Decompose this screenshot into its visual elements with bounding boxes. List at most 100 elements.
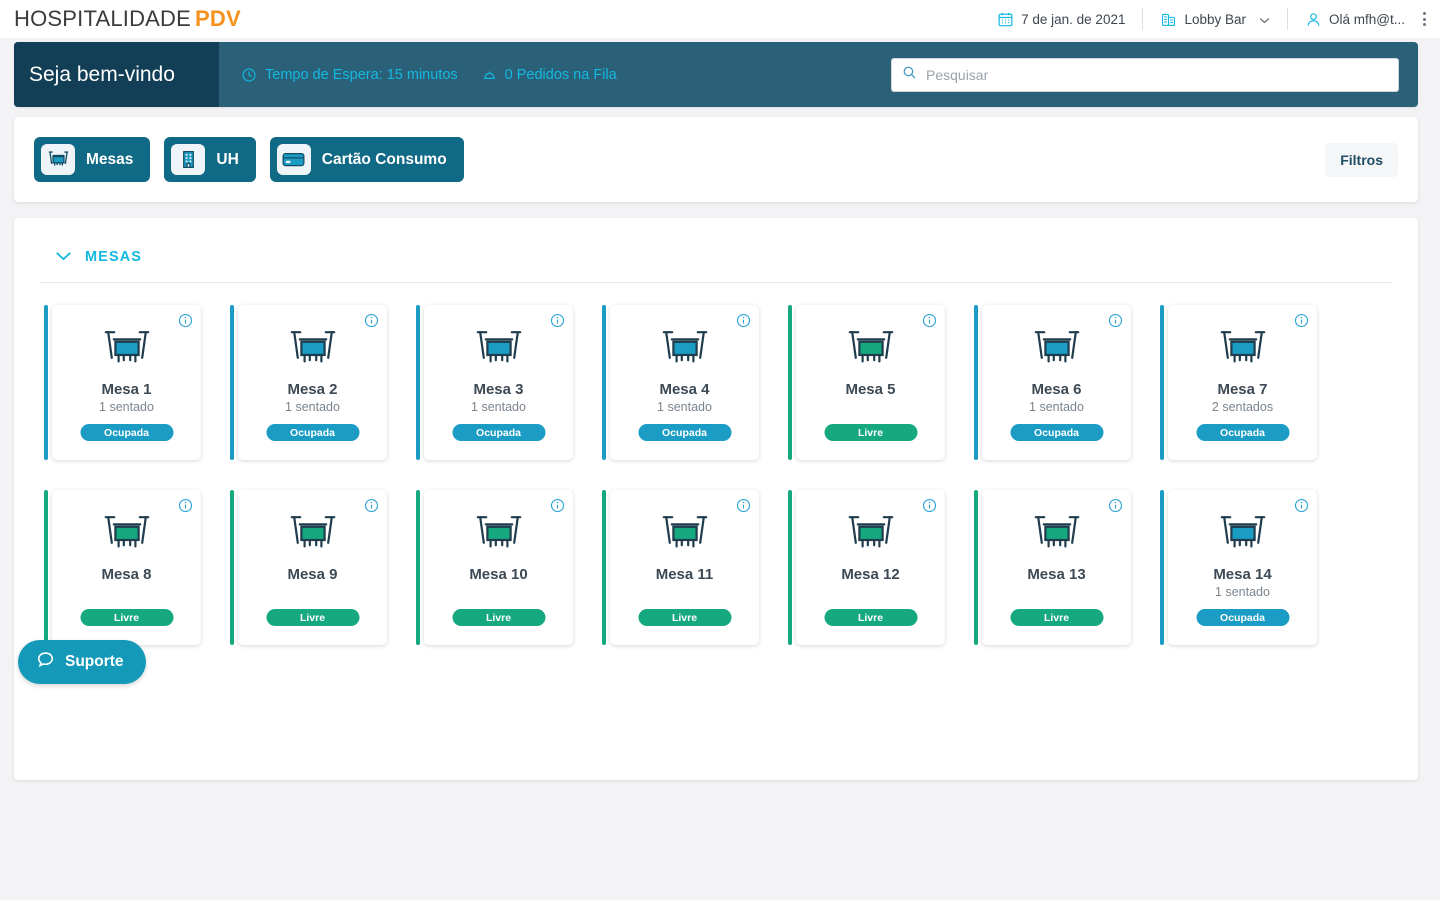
- table-card-body[interactable]: Mesa 6 1 sentado Ocupada: [982, 305, 1131, 460]
- info-icon[interactable]: [178, 498, 193, 513]
- search-box[interactable]: [891, 57, 1399, 92]
- status-badge: Ocupada: [1196, 424, 1289, 441]
- table-card-accent-bar: [974, 490, 978, 645]
- table-card[interactable]: Mesa 11 Livre: [602, 490, 759, 645]
- user-menu[interactable]: Olá mfh@t...: [1305, 11, 1405, 28]
- info-icon[interactable]: [550, 498, 565, 513]
- table-name: Mesa 1: [101, 381, 152, 398]
- status-badge: Livre: [638, 609, 731, 626]
- table-seated-count: 1 sentado: [1029, 400, 1084, 414]
- status-badge: Ocupada: [638, 424, 731, 441]
- table-icon: [1215, 512, 1271, 554]
- status-badge: Ocupada: [452, 424, 545, 441]
- table-card-body[interactable]: Mesa 1 1 sentado Ocupada: [52, 305, 201, 460]
- table-card-body[interactable]: Mesa 4 1 sentado Ocupada: [610, 305, 759, 460]
- table-card-text: Mesa 8: [101, 566, 151, 583]
- table-icon: [285, 512, 341, 554]
- tab-uh[interactable]: UH: [164, 137, 256, 182]
- table-icon: [285, 327, 341, 369]
- table-card[interactable]: Mesa 2 1 sentado Ocupada: [230, 305, 387, 460]
- table-card-body[interactable]: Mesa 7 2 sentados Ocupada: [1168, 305, 1317, 460]
- table-card[interactable]: Mesa 9 Livre: [230, 490, 387, 645]
- table-card-text: Mesa 5: [845, 381, 895, 398]
- tab-cartao-consumo[interactable]: Cartão Consumo: [269, 137, 464, 182]
- table-card-body[interactable]: Mesa 12 Livre: [796, 490, 945, 645]
- table-card[interactable]: Mesa 12 Livre: [788, 490, 945, 645]
- status-badge: Ocupada: [266, 424, 359, 441]
- section-header-mesas[interactable]: MESAS: [40, 240, 1392, 282]
- status-badge: Livre: [1010, 609, 1103, 626]
- table-card-text: Mesa 14 1 sentado: [1213, 566, 1271, 599]
- support-button[interactable]: Suporte: [18, 640, 146, 684]
- table-name: Mesa 5: [845, 381, 896, 398]
- table-card[interactable]: Mesa 10 Livre: [416, 490, 573, 645]
- info-icon[interactable]: [1108, 313, 1123, 328]
- table-name: Mesa 4: [659, 381, 710, 398]
- table-card-text: Mesa 13: [1027, 566, 1085, 583]
- table-card-body[interactable]: Mesa 11 Livre: [610, 490, 759, 645]
- table-card-body[interactable]: Mesa 3 1 sentado Ocupada: [424, 305, 573, 460]
- info-icon[interactable]: [922, 313, 937, 328]
- banner-stats: Tempo de Espera: 15 minutos 0 Pedidos na…: [219, 67, 617, 83]
- search-input[interactable]: [926, 66, 1388, 83]
- tab-mesas-label: Mesas: [86, 150, 134, 168]
- table-card-body[interactable]: Mesa 10 Livre: [424, 490, 573, 645]
- info-icon[interactable]: [736, 313, 751, 328]
- filters-button[interactable]: Filtros: [1325, 142, 1398, 177]
- table-seated-count: 1 sentado: [1215, 585, 1270, 599]
- info-icon[interactable]: [550, 313, 565, 328]
- table-card-body[interactable]: Mesa 2 1 sentado Ocupada: [238, 305, 387, 460]
- info-icon[interactable]: [364, 498, 379, 513]
- table-card[interactable]: Mesa 13 Livre: [974, 490, 1131, 645]
- info-icon[interactable]: [178, 313, 193, 328]
- table-card[interactable]: Mesa 7 2 sentados Ocupada: [1160, 305, 1317, 460]
- tab-mesas[interactable]: Mesas: [34, 137, 151, 182]
- welcome-block: Seja bem-vindo: [14, 42, 219, 107]
- date-display[interactable]: 7 de jan. de 2021: [997, 11, 1125, 28]
- info-icon[interactable]: [922, 498, 937, 513]
- table-card-text: Mesa 11: [656, 566, 714, 583]
- table-icon: [1215, 327, 1271, 369]
- table-card-body[interactable]: Mesa 13 Livre: [982, 490, 1131, 645]
- chevron-down-icon[interactable]: [55, 248, 72, 266]
- info-icon[interactable]: [1294, 313, 1309, 328]
- section-divider: [40, 282, 1392, 283]
- status-badge: Ocupada: [1196, 609, 1289, 626]
- credit-card-icon: [276, 144, 311, 175]
- info-icon[interactable]: [1294, 498, 1309, 513]
- table-icon: [657, 512, 713, 554]
- tab-uh-label: UH: [216, 150, 239, 168]
- more-vertical-icon[interactable]: [1423, 12, 1426, 26]
- table-card-body[interactable]: Mesa 14 1 sentado Ocupada: [1168, 490, 1317, 645]
- outlet-selector[interactable]: Lobby Bar: [1160, 11, 1270, 28]
- tab-cartao-label: Cartão Consumo: [321, 150, 447, 168]
- status-badge: Livre: [266, 609, 359, 626]
- table-card[interactable]: Mesa 1 1 sentado Ocupada: [44, 305, 201, 460]
- section-title: MESAS: [85, 249, 143, 265]
- welcome-text: Seja bem-vindo: [29, 62, 175, 86]
- table-card-accent-bar: [788, 305, 792, 460]
- table-name: Mesa 3: [473, 381, 524, 398]
- info-icon[interactable]: [364, 313, 379, 328]
- table-card[interactable]: Mesa 8 Livre: [44, 490, 201, 645]
- info-icon[interactable]: [736, 498, 751, 513]
- info-icon[interactable]: [1108, 498, 1123, 513]
- table-card[interactable]: Mesa 3 1 sentado Ocupada: [416, 305, 573, 460]
- table-card-text: Mesa 7 2 sentados: [1212, 381, 1273, 414]
- table-seated-count: 1 sentado: [285, 400, 340, 414]
- clock-icon: [241, 67, 257, 83]
- table-card[interactable]: Mesa 6 1 sentado Ocupada: [974, 305, 1131, 460]
- table-card[interactable]: Mesa 4 1 sentado Ocupada: [602, 305, 759, 460]
- table-card-body[interactable]: Mesa 9 Livre: [238, 490, 387, 645]
- building-icon: [1160, 11, 1177, 28]
- table-name: Mesa 11: [655, 566, 714, 583]
- table-card[interactable]: Mesa 5 Livre: [788, 305, 945, 460]
- table-card-body[interactable]: Mesa 5 Livre: [796, 305, 945, 460]
- table-icon: [1029, 327, 1085, 369]
- table-card[interactable]: Mesa 14 1 sentado Ocupada: [1160, 490, 1317, 645]
- bell-icon: [482, 67, 497, 83]
- wait-time-label: Tempo de Espera: 15 minutos: [265, 66, 458, 83]
- table-card-body[interactable]: Mesa 8 Livre: [52, 490, 201, 645]
- table-name: Mesa 7: [1217, 381, 1268, 398]
- table-icon: [657, 327, 713, 369]
